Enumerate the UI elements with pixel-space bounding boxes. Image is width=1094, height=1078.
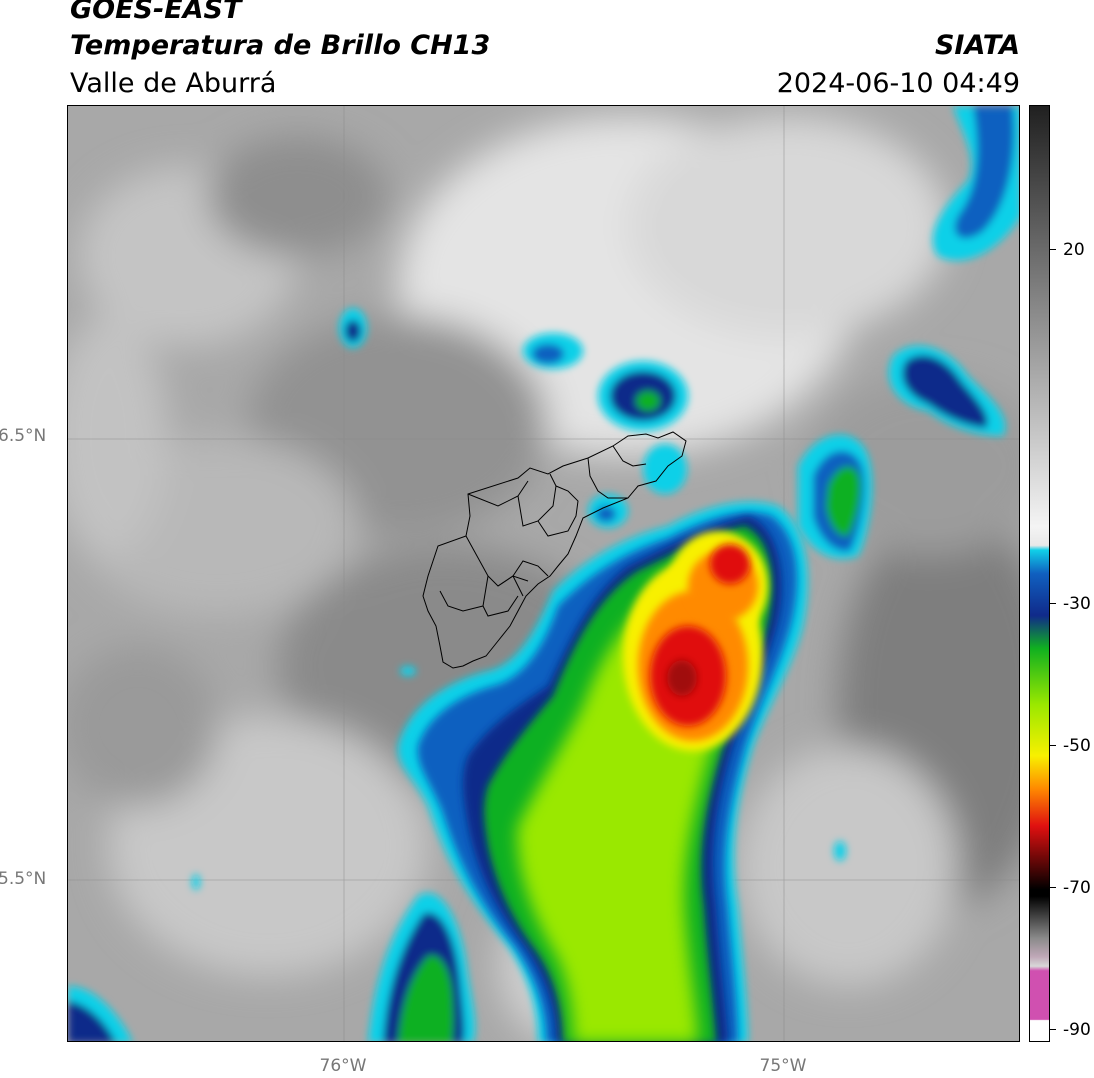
lon-label-76w: 76°W — [319, 1056, 367, 1076]
colorbar-tick-minus30 — [1050, 603, 1056, 604]
colorbar-label-minus30: -30 — [1063, 594, 1091, 614]
colorbar-tick-minus90 — [1050, 1029, 1056, 1030]
colorbar-label-20: 20 — [1063, 240, 1085, 260]
colorbar-tick-20 — [1050, 249, 1056, 250]
colorbar-tick-minus50 — [1050, 745, 1056, 746]
brightness-temperature-field — [68, 106, 1019, 1041]
colorbar-tick-minus70 — [1050, 887, 1056, 888]
satellite-map[interactable] — [67, 105, 1020, 1042]
convective-band — [397, 501, 808, 1041]
graticule — [68, 106, 1019, 1041]
organization-label: SIATA — [934, 30, 1020, 61]
temperature-colorbar — [1029, 105, 1050, 1042]
region-label: Valle de Aburrá — [70, 68, 277, 99]
colorbar-label-minus50: -50 — [1063, 736, 1091, 756]
eastern-convection — [798, 434, 873, 559]
lon-label-75w: 75°W — [759, 1056, 807, 1076]
lat-label-6-5n: 6.5°N — [0, 426, 47, 446]
colorbar-label-minus70: -70 — [1063, 878, 1091, 898]
colorbar-label-minus90: -90 — [1063, 1020, 1091, 1040]
timestamp-label: 2024-06-10 04:49 — [776, 68, 1020, 99]
lat-label-5-5n: 5.5°N — [0, 869, 47, 889]
municipal-boundaries — [422, 431, 687, 669]
product-title: Temperatura de Brillo CH13 — [70, 30, 491, 61]
satellite-title: GOES-EAST — [70, 0, 242, 25]
